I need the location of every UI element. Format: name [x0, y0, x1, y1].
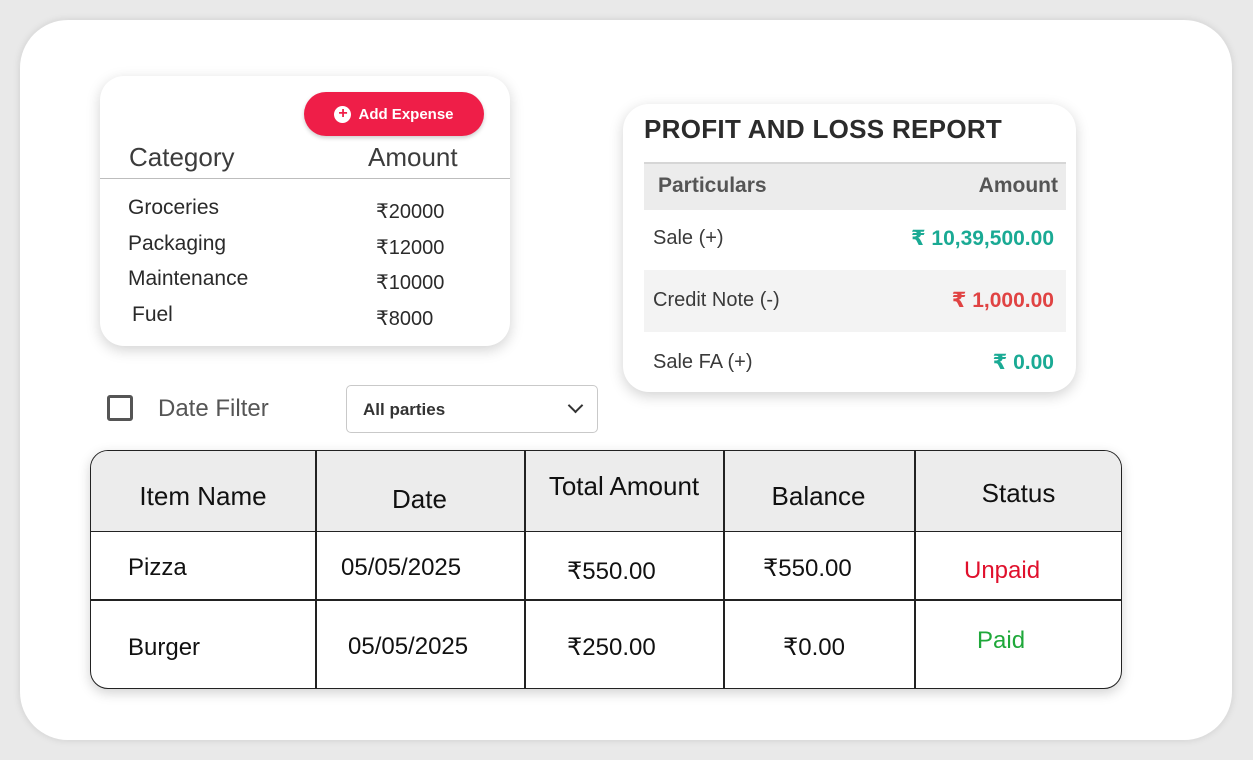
status-badge: Paid [977, 627, 1026, 654]
profit-loss-title: PROFIT AND LOSS REPORT [644, 114, 1003, 144]
pl-row-value: ₹ 10,39,500.00 [910, 227, 1054, 250]
column-header-date: Date [392, 484, 447, 514]
party-select[interactable]: All parties [346, 385, 598, 433]
cell-item-name: Pizza [128, 554, 187, 581]
profit-loss-header: Particulars Amount [644, 162, 1066, 210]
expense-row: Groceries ₹20000 [100, 196, 510, 230]
expense-card: + Add Expense Category Amount Groceries … [100, 76, 510, 346]
amount-header: Amount [978, 174, 1058, 197]
expense-category: Maintenance [128, 267, 249, 290]
add-expense-button[interactable]: + Add Expense [304, 92, 484, 136]
amount-header: Amount [368, 142, 458, 172]
category-header: Category [129, 142, 235, 172]
expense-category: Packaging [128, 232, 227, 255]
row-divider [91, 599, 1121, 601]
particulars-header: Particulars [658, 174, 767, 197]
plus-circle-icon: + [334, 105, 352, 123]
expense-row: Fuel ₹8000 [100, 303, 510, 337]
profit-loss-row: Sale FA (+) ₹ 0.00 [644, 332, 1066, 392]
column-divider [524, 451, 526, 688]
expense-category: Groceries [128, 196, 220, 219]
expense-amount: ₹10000 [376, 272, 445, 294]
column-header-item-name: Item Name [139, 481, 267, 511]
cell-date: 05/05/2025 [341, 554, 462, 581]
date-filter-checkbox[interactable] [107, 395, 133, 421]
cell-total: ₹250.00 [567, 634, 656, 661]
expense-divider [100, 178, 510, 179]
column-header-balance: Balance [771, 481, 866, 511]
profit-loss-row: Credit Note (-) ₹ 1,000.00 [644, 270, 1066, 332]
profit-loss-row: Sale (+) ₹ 10,39,500.00 [644, 208, 1066, 270]
pl-row-value: ₹ 1,000.00 [951, 289, 1054, 312]
pl-row-label: Credit Note (-) [653, 289, 780, 311]
profit-loss-card: PROFIT AND LOSS REPORT Particulars Amoun… [623, 104, 1076, 392]
expense-category: Fuel [132, 303, 173, 326]
cell-balance: ₹550.00 [763, 555, 852, 582]
status-badge: Unpaid [964, 557, 1041, 584]
cell-date: 05/05/2025 [348, 633, 469, 660]
cell-balance: ₹0.00 [783, 634, 845, 661]
party-select-value: All parties [363, 400, 446, 419]
column-header-status: Status [981, 478, 1056, 508]
expense-row: Packaging ₹12000 [100, 232, 510, 266]
pl-row-label: Sale (+) [653, 227, 724, 249]
column-divider [723, 451, 725, 688]
table-header [91, 451, 1121, 532]
pl-row-label: Sale FA (+) [653, 351, 753, 373]
expense-amount: ₹20000 [376, 201, 445, 223]
cell-total: ₹550.00 [567, 558, 656, 585]
expense-row: Maintenance ₹10000 [100, 267, 510, 301]
expense-amount: ₹12000 [376, 237, 445, 259]
items-table: Item Name Date Total Amount Balance Stat… [90, 450, 1122, 689]
expense-amount: ₹8000 [376, 308, 434, 330]
column-divider [315, 451, 317, 688]
column-divider [914, 451, 916, 688]
chevron-down-icon [567, 397, 584, 414]
add-expense-label: Add Expense [358, 105, 454, 123]
pl-row-value: ₹ 0.00 [992, 351, 1054, 374]
cell-item-name: Burger [128, 634, 201, 661]
column-header-total-amount: Total Amount [548, 471, 700, 501]
date-filter-label: Date Filter [158, 395, 269, 422]
